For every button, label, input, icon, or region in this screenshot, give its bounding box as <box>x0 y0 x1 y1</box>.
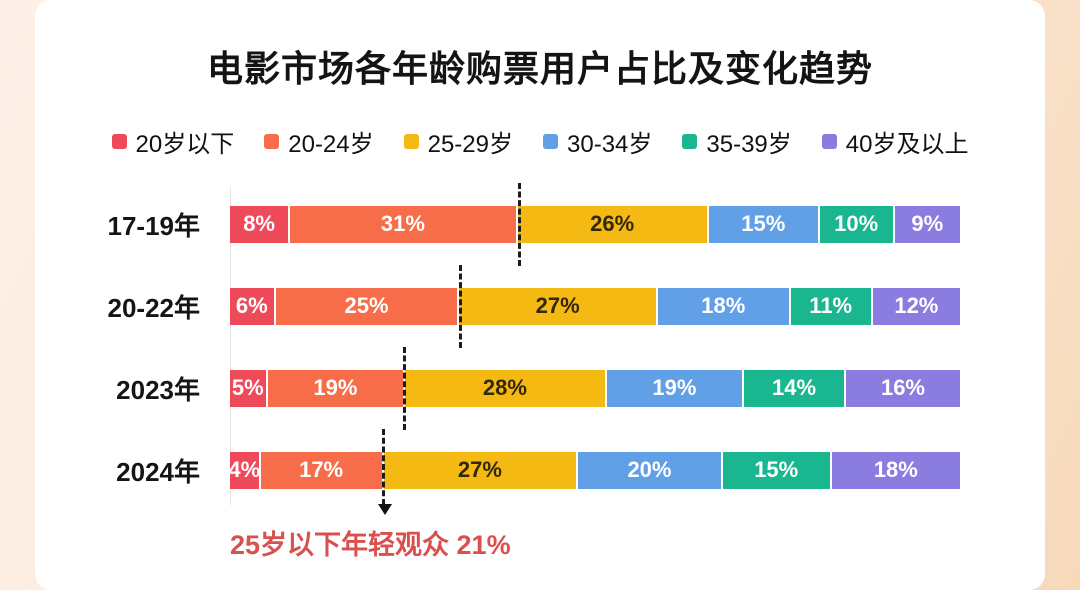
segment-value-label: 27% <box>457 457 502 482</box>
trend-dashed-line <box>517 182 521 266</box>
chart-title: 电影市场各年龄购票用户占比及变化趋势 <box>206 48 873 89</box>
segment-value-label: 19% <box>652 375 697 400</box>
trend-arrow-icon <box>377 503 392 515</box>
row-label: 20-22年 <box>107 292 201 323</box>
bar-row: 20-22年 6% 25% 27% 18% 11% 12% <box>35 264 1045 348</box>
bar-rows: 17-19年 8% 31% 26% 15% 10% 9% 20-22年 6% 25% 27% 18% 1… <box>35 182 1045 515</box>
bar-segment-25-29岁: 27% <box>381 451 577 489</box>
legend-swatch-icon <box>682 134 698 149</box>
bar-segment-40岁及以上: 12% <box>870 287 960 325</box>
legend-label: 25-29岁 <box>427 131 513 158</box>
bar-segment-25-29岁: 26% <box>515 205 707 243</box>
legend-swatch-icon <box>821 134 837 149</box>
trend-dashed-line <box>458 264 462 348</box>
legend-item-5: 40岁及以上 <box>821 124 969 159</box>
row-label: 2023年 <box>116 374 200 405</box>
legend-swatch-icon <box>264 134 280 149</box>
segment-value-label: 20% <box>627 457 672 482</box>
bar-segment-40岁及以上: 16% <box>843 369 961 407</box>
axis-line <box>230 187 231 505</box>
bar-segment-20岁以下: 6% <box>230 287 274 325</box>
legend-label: 40岁及以上 <box>845 131 969 158</box>
bar-segment-20岁以下: 5% <box>230 369 266 407</box>
bar-segment-20-24岁: 19% <box>265 369 404 407</box>
bar-segment-20-24岁: 17% <box>258 451 382 489</box>
bar-segment-35-39岁: 11% <box>788 287 871 325</box>
segment-value-label: 11% <box>809 293 853 318</box>
segment-value-label: 10% <box>834 211 879 236</box>
bar-segment-20岁以下: 8% <box>230 205 289 243</box>
segment-value-label: 5% <box>231 375 264 400</box>
segment-value-label: 18% <box>701 293 746 318</box>
trend-dashed-line <box>403 346 407 430</box>
legend-label: 30-34岁 <box>567 131 653 158</box>
bar-segment-30-34岁: 18% <box>655 287 789 325</box>
trend-dashed-line <box>377 428 392 515</box>
legend-swatch-icon <box>111 134 127 149</box>
segment-value-label: 6% <box>235 293 268 318</box>
segment-value-label: 12% <box>894 293 939 318</box>
bar-row: 17-19年 8% 31% 26% 15% 10% 9% <box>35 182 1045 266</box>
bar-segment-25-29岁: 28% <box>403 369 605 407</box>
annotation-text: 25岁以下年轻观众 21% <box>230 530 511 560</box>
bar: 6% 25% 27% 18% 11% 12% <box>230 264 960 348</box>
legend-item-4: 35-39岁 <box>682 124 792 159</box>
bar-segment-30-34岁: 15% <box>706 205 818 243</box>
legend-swatch-icon <box>403 134 419 149</box>
segment-value-label: 9% <box>911 211 944 236</box>
bar: 4% 17% 27% 20% 15% 18% <box>230 428 960 515</box>
segment-value-label: 14% <box>772 375 817 400</box>
bar-row: 2024年 4% 17% 27% 20% 15% 18% <box>35 428 1045 515</box>
segment-value-label: 15% <box>741 211 786 236</box>
legend-item-0: 20岁以下 <box>111 124 235 159</box>
bar-row: 2023年 5% 19% 28% 19% 14% 16% <box>35 346 1045 430</box>
segment-value-label: 17% <box>299 457 344 482</box>
stacked-bar-chart: 17-19年 8% 31% 26% 15% 10% 9% 20-22年 6% 25% 27% 18% 1… <box>35 182 1045 515</box>
legend-label: 20-24岁 <box>288 131 374 158</box>
segment-value-label: 8% <box>243 211 275 236</box>
legend-item-1: 20-24岁 <box>264 124 374 159</box>
bar-segment-35-39岁: 15% <box>720 451 830 489</box>
bar-segment-30-34岁: 20% <box>576 451 721 489</box>
bar-segment-40岁及以上: 18% <box>829 451 960 489</box>
segment-value-label: 15% <box>754 457 799 482</box>
legend-swatch-icon <box>543 134 558 149</box>
row-label: 17-19年 <box>107 210 201 241</box>
segment-value-label: 19% <box>313 375 358 400</box>
legend-label: 20岁以下 <box>135 131 235 158</box>
legend: 20岁以下 20-24岁 25-29岁 30-34岁 35-39岁 40岁及以上 <box>35 124 1045 159</box>
segment-value-label: 27% <box>535 293 580 318</box>
bar-segment-35-39岁: 14% <box>742 369 844 407</box>
bar-segment-30-34岁: 19% <box>604 369 743 407</box>
chart-card: 电影市场各年龄购票用户占比及变化趋势 20岁以下 20-24岁 25-29岁 30-3… <box>35 0 1045 590</box>
segment-value-label: 4% <box>230 457 259 482</box>
segment-value-label: 28% <box>482 375 527 400</box>
segment-value-label: 16% <box>880 375 925 400</box>
bar-segment-40岁及以上: 9% <box>892 205 961 243</box>
bar-segment-20岁以下: 4% <box>230 451 259 489</box>
row-label: 2024年 <box>116 456 200 487</box>
segment-value-label: 26% <box>590 211 635 236</box>
segment-value-label: 31% <box>380 211 425 236</box>
bar-segment-25-29岁: 27% <box>457 287 656 325</box>
bar-segment-20-24岁: 25% <box>273 287 458 325</box>
legend-item-3: 30-34岁 <box>543 124 652 159</box>
bar-segment-35-39岁: 10% <box>817 205 893 243</box>
segment-value-label: 18% <box>873 457 918 482</box>
segment-value-label: 25% <box>344 293 389 318</box>
bar-segment-20-24岁: 31% <box>288 205 516 243</box>
legend-label: 35-39岁 <box>706 131 792 158</box>
legend-item-2: 25-29岁 <box>403 124 513 159</box>
bar: 8% 31% 26% 15% 10% 9% <box>230 182 961 266</box>
bar: 5% 19% 28% 19% 14% 16% <box>230 346 961 430</box>
